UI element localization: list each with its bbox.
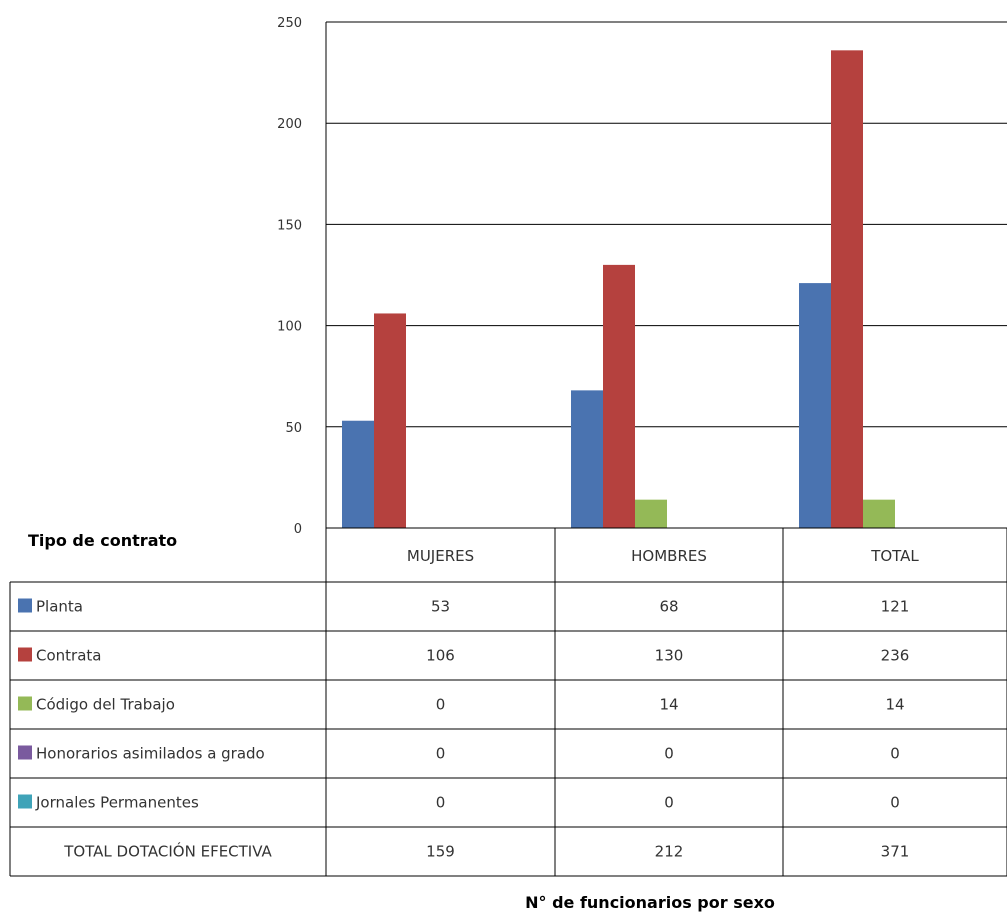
total-cell: 212: [655, 843, 684, 861]
legend-swatch: [18, 794, 32, 809]
total-cell: 159: [426, 843, 455, 861]
y-tick-label: 200: [277, 117, 302, 132]
legend-label: Planta: [36, 598, 83, 616]
category-label: HOMBRES: [631, 547, 707, 565]
legend-swatch: [18, 745, 32, 760]
table-cell: 0: [890, 794, 900, 812]
y-tick-label: 50: [285, 421, 302, 436]
legend-swatch: [18, 647, 32, 662]
table-cell: 0: [664, 794, 674, 812]
table-cell: 121: [881, 598, 910, 616]
category-label: MUJERES: [407, 547, 474, 565]
table-cell: 14: [885, 696, 904, 714]
table-cell: 106: [426, 647, 455, 665]
chart-caption: N° de funcionarios por sexo: [525, 893, 775, 912]
bar: [374, 313, 406, 528]
table-cell: 68: [659, 598, 678, 616]
bars: [342, 50, 895, 528]
category-label: TOTAL: [870, 547, 919, 565]
bar: [799, 283, 831, 528]
table-cell: 130: [655, 647, 684, 665]
bar: [635, 499, 667, 528]
total-cell: 371: [881, 843, 910, 861]
table-cell: 0: [890, 745, 900, 763]
y-tick-label: 250: [277, 16, 302, 31]
legend-label: Código del Trabajo: [36, 696, 175, 714]
y-tick-label: 150: [277, 218, 302, 233]
legend-swatch: [18, 598, 32, 613]
table-cell: 0: [664, 745, 674, 763]
table-cell: 53: [431, 598, 450, 616]
legend-label: Contrata: [36, 647, 101, 665]
y-tick-labels: 0 50 100 150 200 250: [277, 16, 302, 537]
bar: [863, 499, 895, 528]
gridlines: [325, 21, 1007, 528]
total-row-label: TOTAL DOTACIÓN EFECTIVA: [63, 842, 272, 861]
table-cell: 0: [436, 794, 446, 812]
legend-title: Tipo de contrato: [28, 531, 177, 550]
table-cell: 14: [659, 696, 678, 714]
y-tick-label: 100: [277, 320, 302, 335]
legend-label: Jornales Permanentes: [35, 794, 199, 812]
y-tick-label: 0: [294, 522, 302, 537]
bar: [571, 390, 603, 528]
table-cell: 0: [436, 745, 446, 763]
bar: [831, 50, 863, 528]
data-table: MUJERES HOMBRES TOTAL Planta 53 68 121 Contrata…: [9, 527, 1007, 877]
bar: [342, 420, 374, 528]
table-cell: 0: [436, 696, 446, 714]
table-cell: 236: [881, 647, 910, 665]
bar: [603, 264, 635, 528]
legend-swatch: [18, 696, 32, 711]
legend-label: Honorarios asimilados a grado: [36, 745, 265, 763]
